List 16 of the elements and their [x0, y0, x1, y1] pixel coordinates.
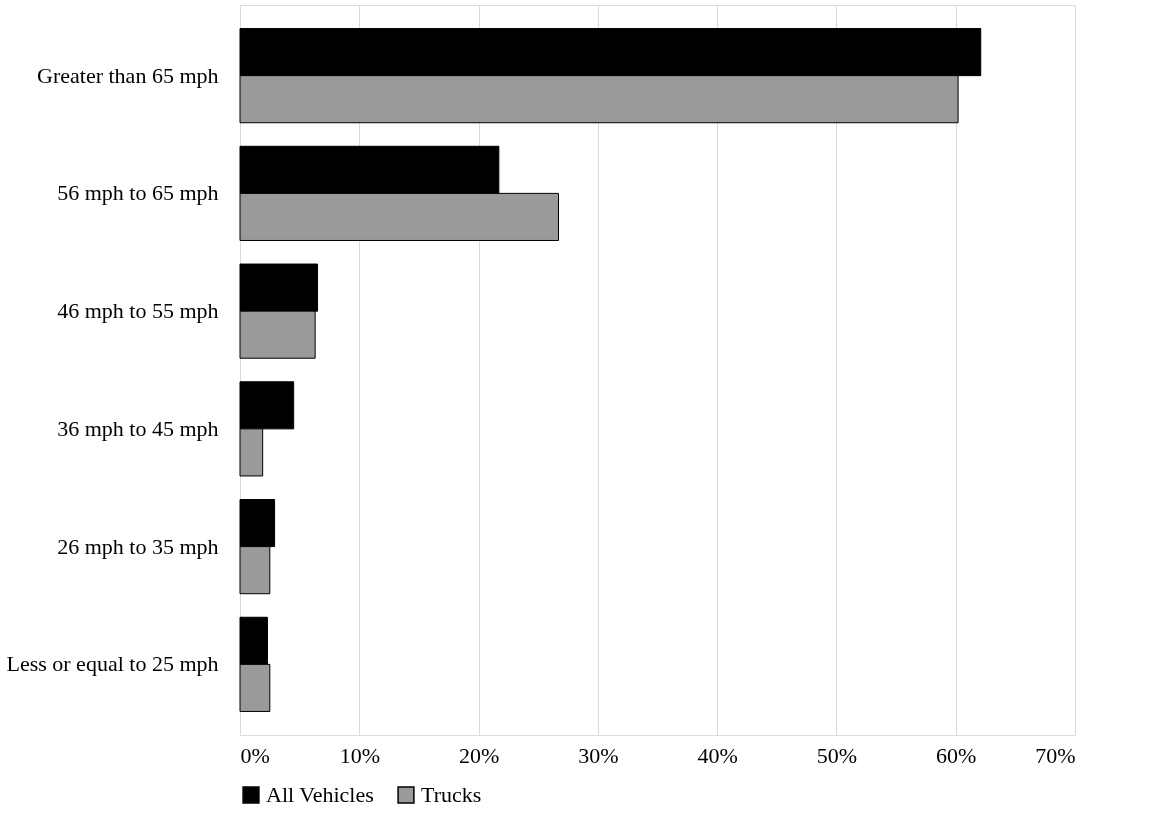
x-tick-label: 0% — [240, 742, 270, 768]
legend-label: All Vehicles — [266, 782, 374, 807]
legend-label: Trucks — [421, 782, 482, 807]
y-tick-label: Less or equal to 25 mph — [6, 651, 219, 677]
x-tick-label: 20% — [458, 742, 500, 768]
x-tick-label: 50% — [816, 742, 858, 768]
x-tick-label: 60% — [936, 742, 977, 768]
x-tick-label: 30% — [578, 742, 619, 768]
y-tick-label: 26 mph to 35 mph — [57, 533, 219, 559]
x-tick-label: 10% — [339, 742, 380, 768]
x-tick-label: 70% — [1035, 742, 1076, 768]
y-tick-label: 56 mph to 65 mph — [57, 180, 219, 206]
x-tick-label: 40% — [697, 742, 738, 768]
y-tick-label: 36 mph to 45 mph — [57, 415, 219, 441]
y-tick-label: Greater than 65 mph — [37, 62, 219, 88]
y-tick-label: 46 mph to 55 mph — [57, 298, 219, 324]
